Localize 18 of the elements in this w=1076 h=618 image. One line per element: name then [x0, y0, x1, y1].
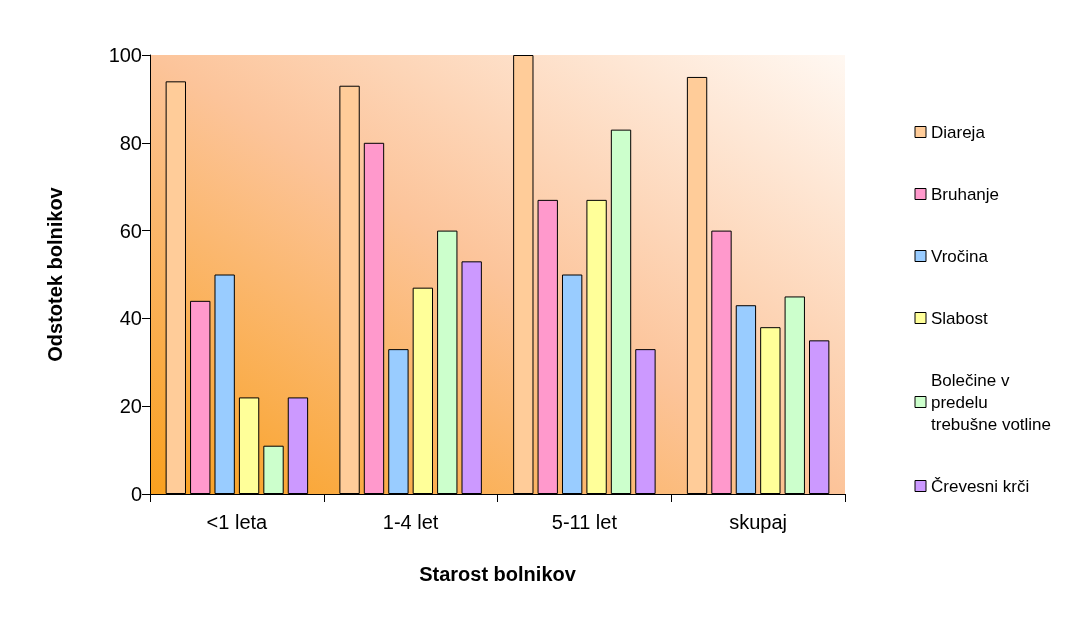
x-tick-label: <1 leta [206, 511, 269, 533]
x-tick-label: skupaj [729, 511, 788, 533]
y-tick-label: 100 [108, 44, 142, 66]
y-tick-label: 80 [119, 131, 142, 154]
y-tick-label: 60 [119, 219, 142, 242]
legend-label: Bolečine v predelu trebušne votline [931, 370, 1052, 434]
legend-label: Diareja [931, 122, 986, 142]
legend-label: Vročina [931, 246, 989, 266]
x-tick-label: 1-4 let [382, 511, 439, 533]
y-tick-label: 40 [119, 307, 142, 330]
x-tick-label: 5-11 let [551, 511, 618, 533]
legend-label: Slabost [931, 308, 988, 328]
x-axis-title: Starost bolnikov [419, 563, 577, 585]
y-tick-label: 0 [130, 483, 142, 505]
y-axis-title: Odstotek bolnikov [44, 186, 66, 362]
legend-label: Črevesni krči [931, 476, 1030, 496]
legend-label: Bruhanje [931, 184, 1000, 204]
y-tick-label: 20 [119, 395, 142, 418]
